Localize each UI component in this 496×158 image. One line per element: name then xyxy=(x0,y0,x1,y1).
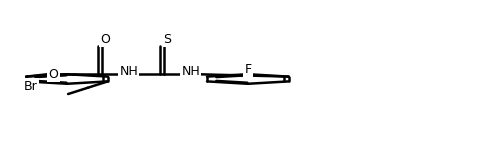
Text: O: O xyxy=(49,68,59,81)
Text: F: F xyxy=(245,63,251,76)
Text: S: S xyxy=(164,33,172,46)
Text: Br: Br xyxy=(24,80,38,93)
Text: NH: NH xyxy=(182,65,200,78)
Text: O: O xyxy=(101,33,111,46)
Text: NH: NH xyxy=(120,65,138,78)
